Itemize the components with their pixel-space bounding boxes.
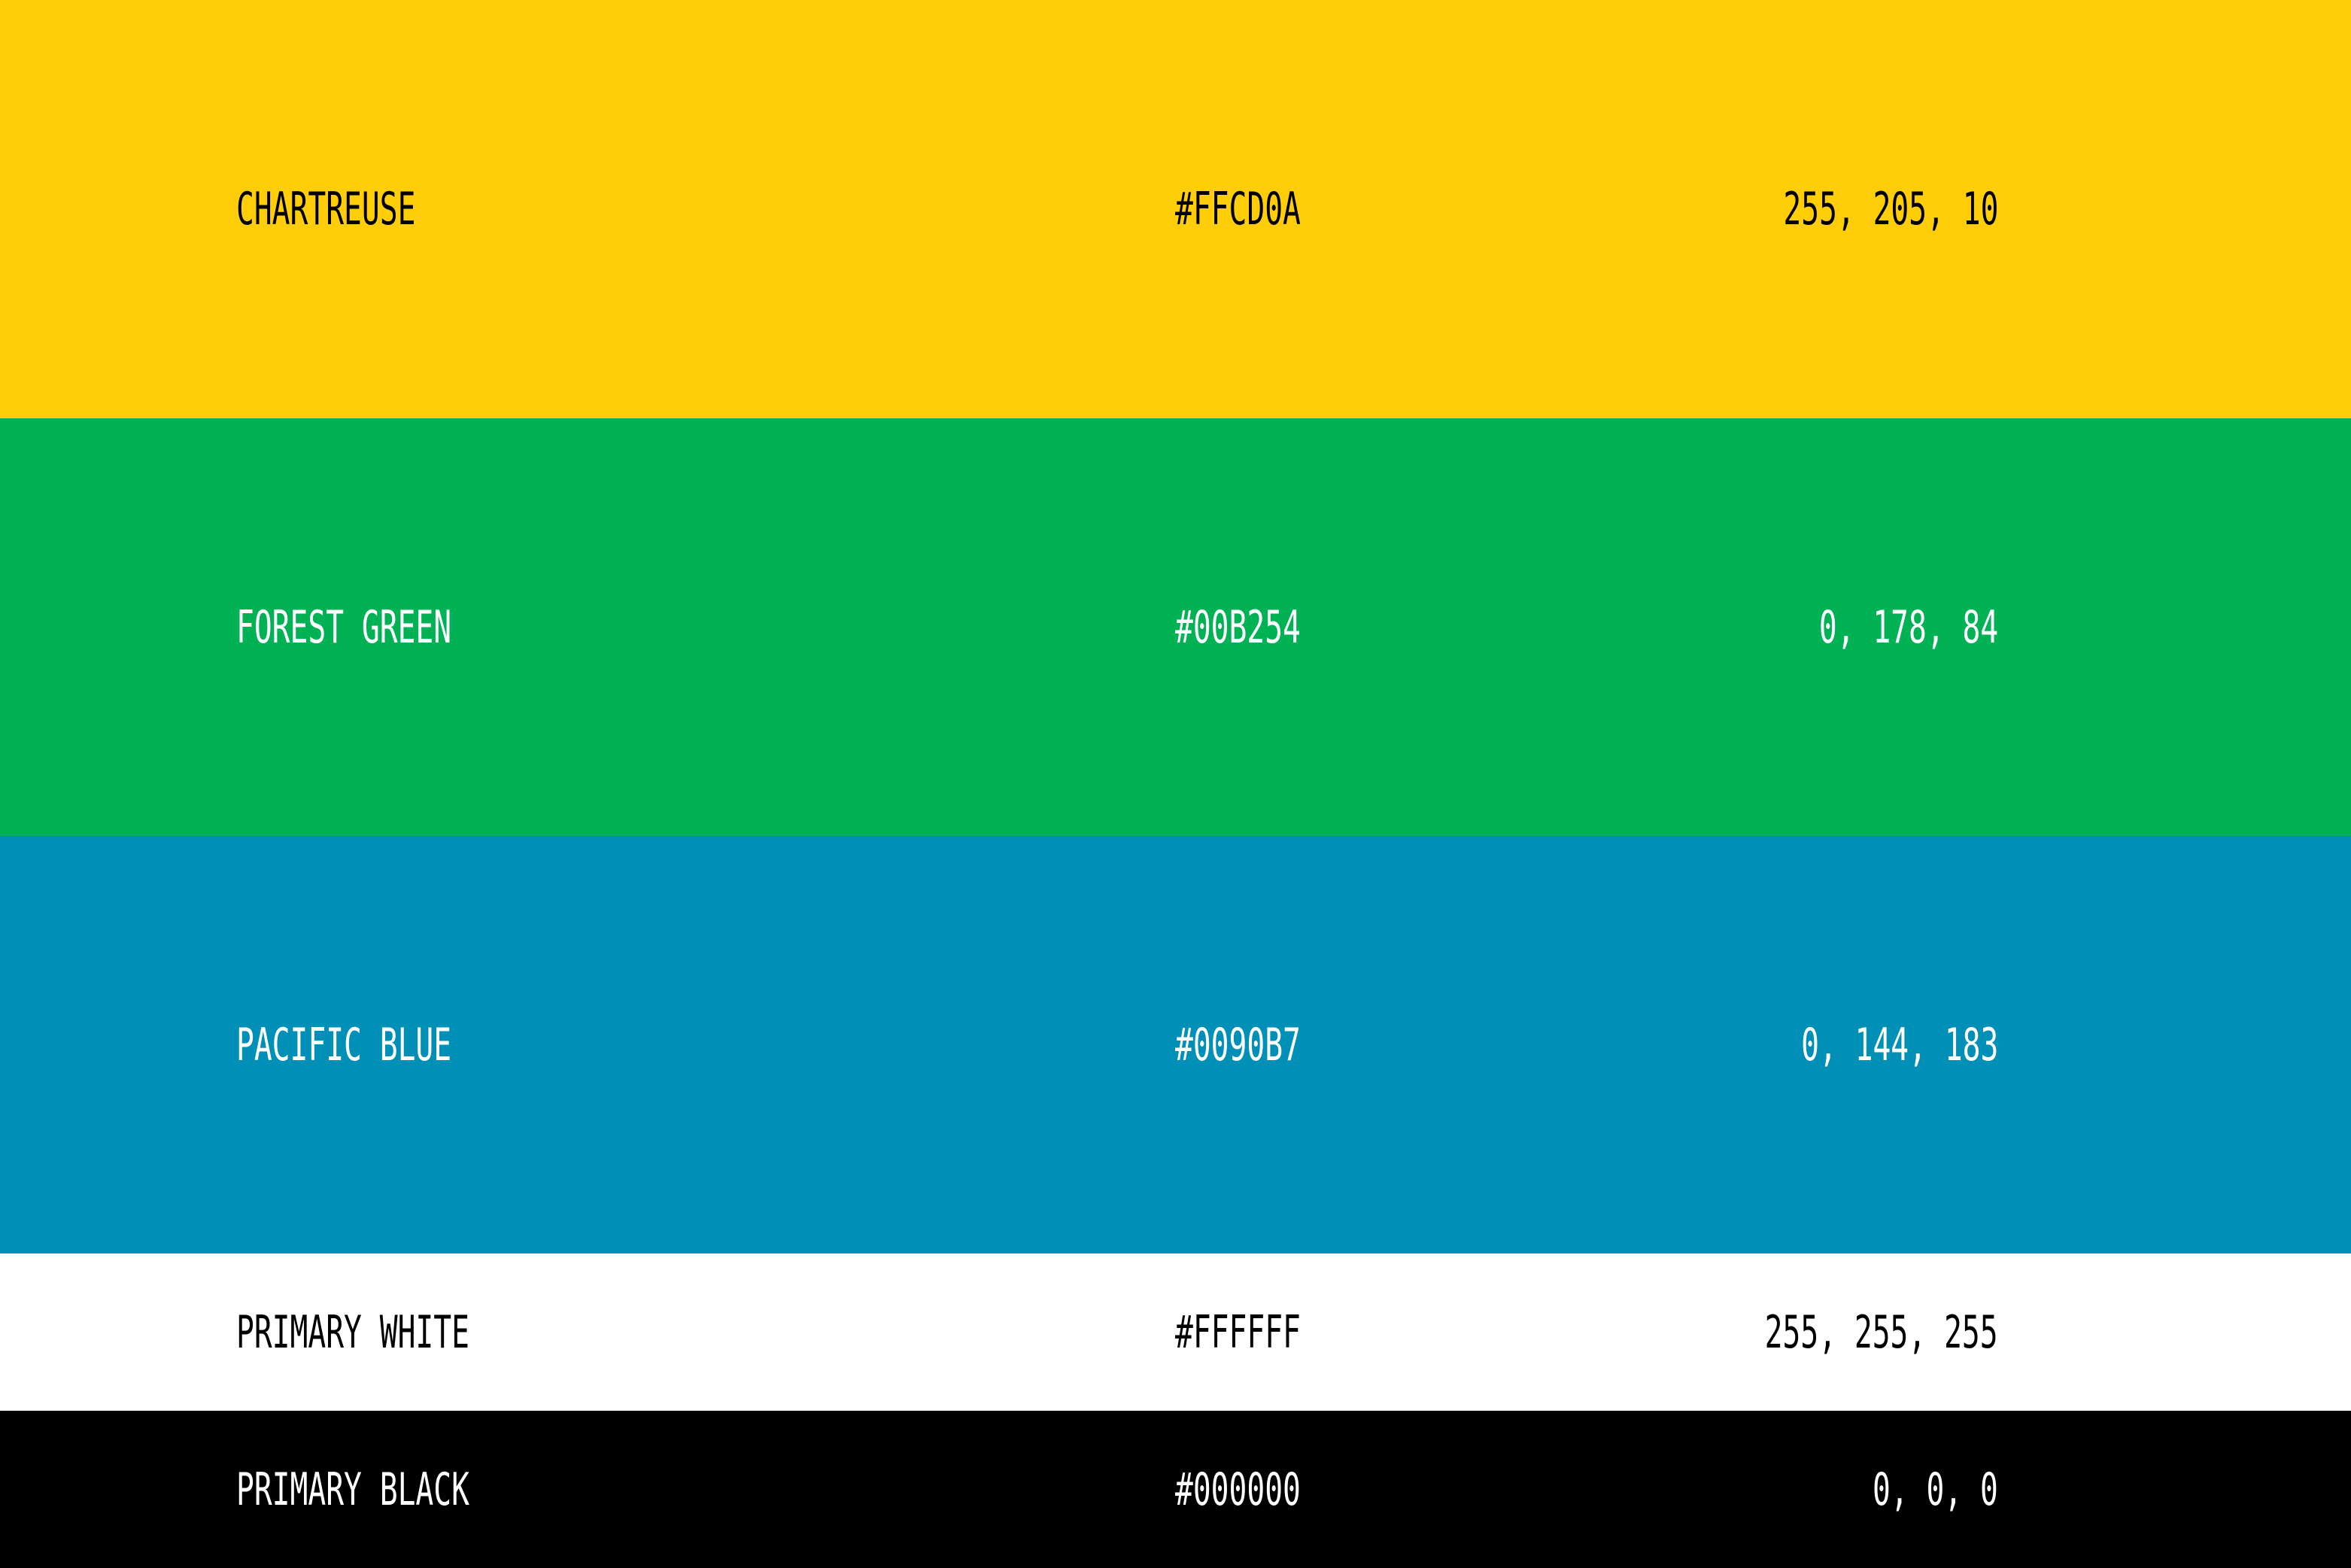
swatch-row-forest-green: FOREST GREEN #00B254 0, 178, 84 bbox=[0, 418, 2351, 836]
swatch-rgb: 0, 178, 84 bbox=[1818, 600, 1998, 654]
swatch-hex: #FFFFFF bbox=[1175, 1305, 1301, 1359]
swatch-row-pacific-blue: PACIFIC BLUE #0090B7 0, 144, 183 bbox=[0, 836, 2351, 1253]
swatch-name: FOREST GREEN bbox=[236, 600, 452, 654]
swatch-row-primary-white: PRIMARY WHITE #FFFFFF 255, 255, 255 bbox=[0, 1253, 2351, 1411]
swatch-rgb: 255, 255, 255 bbox=[1765, 1305, 1998, 1359]
swatch-hex: #000000 bbox=[1175, 1463, 1301, 1516]
swatch-row-chartreuse: CHARTREUSE #FFCD0A 255, 205, 10 bbox=[0, 0, 2351, 418]
swatch-name: CHARTREUSE bbox=[236, 183, 416, 236]
swatch-rgb: 255, 205, 10 bbox=[1782, 183, 1998, 236]
swatch-rgb: 0, 0, 0 bbox=[1873, 1463, 1998, 1516]
swatch-name: PRIMARY BLACK bbox=[236, 1463, 469, 1516]
swatch-name: PACIFIC BLUE bbox=[236, 1018, 452, 1071]
swatch-hex: #FFCD0A bbox=[1175, 183, 1301, 236]
swatch-rgb: 0, 144, 183 bbox=[1800, 1018, 1998, 1071]
swatch-name: PRIMARY WHITE bbox=[236, 1305, 469, 1359]
swatch-hex: #00B254 bbox=[1175, 600, 1301, 654]
swatch-row-primary-black: PRIMARY BLACK #000000 0, 0, 0 bbox=[0, 1411, 2351, 1568]
swatch-hex: #0090B7 bbox=[1175, 1018, 1301, 1071]
